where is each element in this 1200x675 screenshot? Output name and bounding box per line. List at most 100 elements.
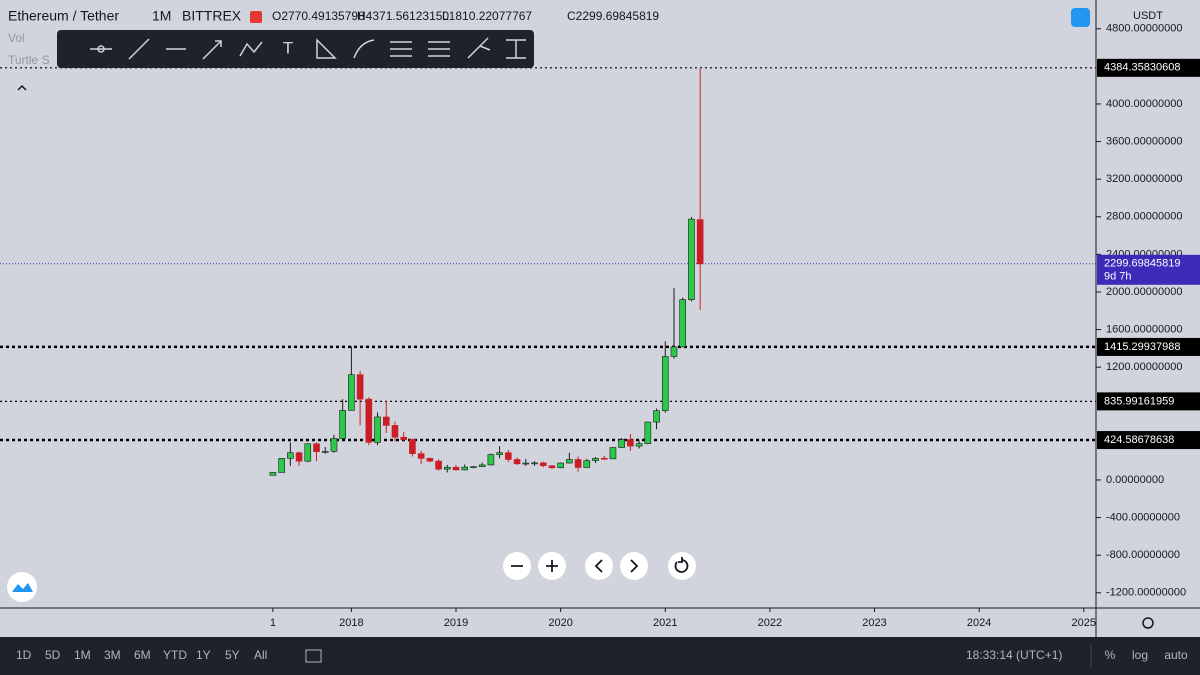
candle-body [339,410,346,439]
level-label-bg [1097,58,1200,77]
range-button[interactable]: YTD [163,648,187,662]
level-label-bg [1097,431,1200,450]
candle-body [670,346,678,357]
x-tick-label: 2022 [758,617,782,629]
candle-body [417,453,425,459]
tool-trendline[interactable] [128,38,150,60]
candle-body [531,462,538,465]
tool-text[interactable]: T [283,38,293,57]
tool-triangle[interactable] [316,38,337,59]
tool-curve[interactable] [353,39,375,59]
candle-body [321,450,329,453]
tool-fib[interactable] [390,41,412,57]
candle-body [513,459,521,465]
x-tick-label: 2024 [967,617,991,629]
y-tick-label: 3200.00000000 [1106,173,1182,185]
candle-body [627,439,634,447]
level-label: 835.99161959 [1104,395,1174,407]
log-toggle[interactable]: log [1132,648,1148,662]
maximize-button[interactable] [1071,8,1090,27]
candle-body [287,452,294,459]
range-button[interactable]: 1Y [196,648,211,662]
candle-body [452,466,460,471]
y-tick-label: 1200.00000000 [1106,361,1182,373]
candle-body [435,460,442,470]
scroll-left[interactable] [585,552,613,580]
drawing-toolbar: T [57,30,534,68]
tool-brush[interactable] [467,37,491,59]
logo-icon [12,583,33,592]
percent-toggle[interactable]: % [1105,648,1116,662]
control-icons [511,559,639,573]
candle-body [600,457,608,460]
candle-body [574,459,582,468]
candle-body [592,457,599,461]
auto-toggle[interactable]: auto [1164,648,1188,662]
level-label: 424.58678638 [1104,434,1174,446]
candle-body [661,356,669,411]
candle-body [348,374,355,411]
level-label: 1415.29937988 [1104,341,1180,353]
reset[interactable] [668,552,696,580]
tool-arrow[interactable] [202,40,222,60]
candle-body [522,462,530,465]
candle-body [487,454,495,466]
symbol: Ethereum / Tether [8,8,119,24]
level-label-bg [1097,392,1200,411]
candle-body [356,374,364,400]
y-tick-label: 0.00000000 [1106,474,1164,486]
candle-body [688,218,695,300]
level-label: 4384.35830608 [1104,62,1180,74]
y-tick-label: 3600.00000000 [1106,135,1182,147]
candle-body [478,464,486,468]
candle-body [304,443,312,462]
reset-icon [674,557,689,573]
ohlc-high: H4371.56123150 [357,9,449,23]
scroll-right[interactable] [620,552,648,580]
x-tick-label: 2021 [653,617,677,629]
date-range-button[interactable] [305,649,322,663]
y-tick-label: 1600.00000000 [1106,323,1182,335]
range-button[interactable]: All [254,648,267,662]
status-icon [250,11,262,23]
countdown: 9d 7h [1104,271,1132,283]
candle-body [505,452,512,460]
candle-body [443,466,451,470]
y-tick-label: 2000.00000000 [1106,286,1182,298]
range-button[interactable]: 6M [134,648,151,662]
candle-body [496,452,503,455]
collapse-button[interactable] [17,84,27,91]
range-button[interactable]: 1M [74,648,91,662]
tool-hline[interactable] [90,45,112,53]
y-tick-label: 4000.00000000 [1106,98,1182,110]
candle-body [278,458,285,473]
candle-body [295,452,303,462]
candle-body [679,299,687,348]
currency: USDT [1133,10,1163,22]
candle-body [583,460,591,468]
x-tick-label: 1 [270,617,276,629]
settings[interactable] [1142,617,1154,629]
y-tick-label: 2800.00000000 [1106,211,1182,223]
candle-body [461,466,469,471]
tool-measure[interactable] [506,39,526,59]
candle-body [539,462,547,466]
candle-body [374,416,381,443]
range-button[interactable]: 5D [45,648,61,662]
range-button[interactable]: 3M [104,648,121,662]
range-button[interactable]: 1D [16,648,32,662]
candle-body [409,439,416,454]
last-price-bg [1097,254,1200,285]
candle-body [653,410,660,423]
range-button[interactable]: 5Y [225,648,240,662]
candle-body [470,466,477,469]
logo[interactable] [7,572,37,602]
ohlc-close: C2299.69845819 [567,9,659,23]
y-tick-label: -400.00000000 [1106,511,1180,523]
tool-path[interactable] [239,41,263,57]
y-tick-label: 4800.00000000 [1106,23,1182,35]
tool-gann[interactable] [428,41,450,57]
exchange: BITTREX [182,8,242,24]
candle-body [566,459,573,464]
